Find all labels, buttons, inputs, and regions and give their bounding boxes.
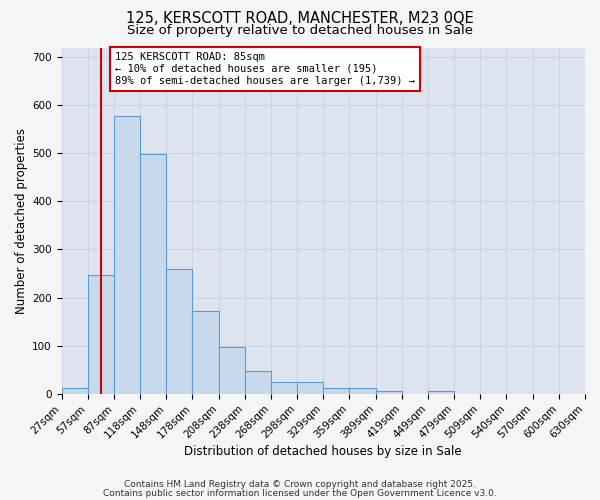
Bar: [166, 268, 193, 394]
Bar: [323, 388, 349, 394]
Bar: [376, 392, 402, 394]
Text: 125 KERSCOTT ROAD: 85sqm
← 10% of detached houses are smaller (195)
89% of semi-: 125 KERSCOTT ROAD: 85sqm ← 10% of detach…: [115, 52, 415, 86]
Bar: [271, 382, 297, 394]
Bar: [349, 388, 376, 394]
X-axis label: Distribution of detached houses by size in Sale: Distribution of detached houses by size …: [184, 444, 462, 458]
Text: Contains public sector information licensed under the Open Government Licence v3: Contains public sector information licen…: [103, 488, 497, 498]
Bar: [88, 275, 114, 394]
Bar: [297, 382, 323, 394]
Text: Size of property relative to detached houses in Sale: Size of property relative to detached ho…: [127, 24, 473, 37]
Bar: [218, 347, 245, 394]
Y-axis label: Number of detached properties: Number of detached properties: [15, 128, 28, 314]
Text: 125, KERSCOTT ROAD, MANCHESTER, M23 0QE: 125, KERSCOTT ROAD, MANCHESTER, M23 0QE: [126, 11, 474, 26]
Bar: [245, 370, 271, 394]
Bar: [428, 392, 454, 394]
Bar: [193, 310, 218, 394]
Bar: [62, 388, 88, 394]
Text: Contains HM Land Registry data © Crown copyright and database right 2025.: Contains HM Land Registry data © Crown c…: [124, 480, 476, 489]
Bar: [114, 116, 140, 394]
Bar: [140, 154, 166, 394]
